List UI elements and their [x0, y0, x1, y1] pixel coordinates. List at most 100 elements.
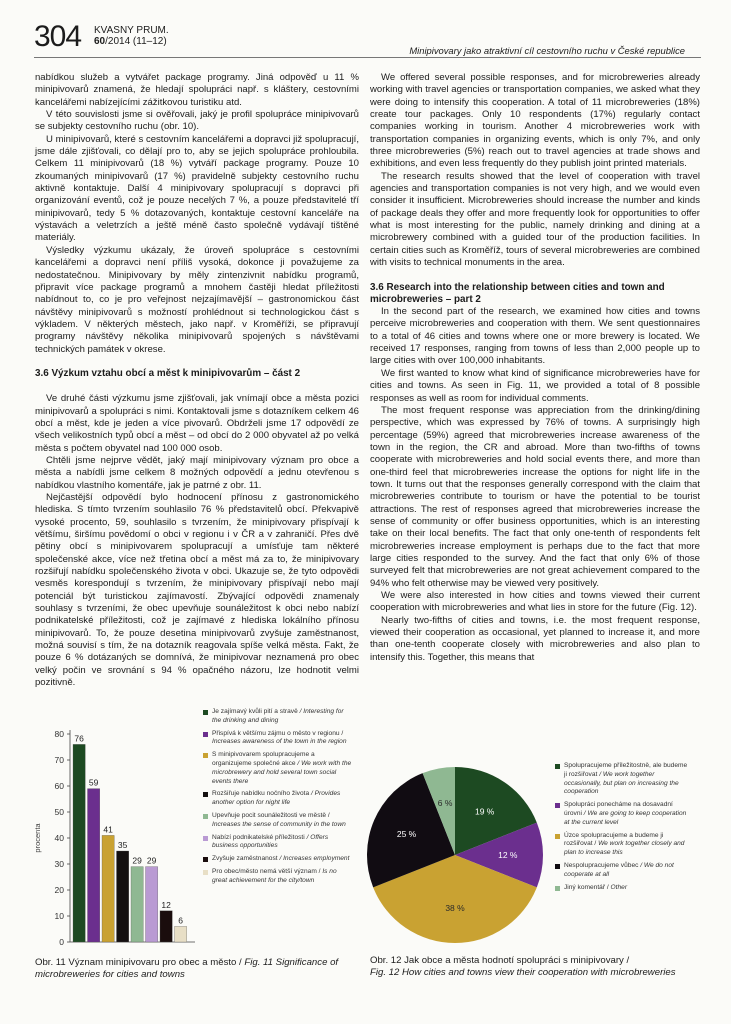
slice-label: 25 % — [397, 829, 417, 839]
legend-label-cz: Pro obec/město nemá větší význam / — [212, 867, 323, 875]
paragraph: Nejčastější odpovědí bylo hodnocení přín… — [35, 491, 359, 689]
slice-label: 12 % — [498, 850, 518, 860]
legend-label-en: Increases the sense of community in the … — [212, 820, 346, 828]
y-axis-label: procenta — [33, 823, 42, 853]
bar — [101, 835, 115, 943]
bar-value-label: 41 — [103, 824, 113, 834]
slice-label: 19 % — [475, 806, 495, 816]
legend-item: Nespolupracujeme vůbec / We do not coope… — [555, 862, 690, 880]
legend-label-en: Other — [610, 883, 628, 891]
journal-volume: 60 — [94, 36, 106, 47]
legend-swatch — [555, 833, 560, 839]
paragraph: The most frequent response was appreciat… — [370, 404, 700, 589]
legend-item: Nabízí podnikatelské příležitosti / Offe… — [203, 834, 353, 852]
legend-label-en: / Increases employment — [279, 855, 350, 863]
slice-label: 38 % — [445, 903, 465, 913]
paragraph: Nearly two-fifths of cities and towns, i… — [370, 614, 700, 663]
paragraph: Výsledky výzkumu ukázaly, že úroveň spol… — [35, 244, 359, 355]
caption-cz: Obr. 11 Význam minipivovaru pro obec a m… — [35, 957, 242, 968]
journal-info: KVASNY PRUM. 60/2014 (11–12) — [94, 25, 169, 47]
legend-item: Spolupracujeme příležitostně, ale budeme… — [555, 762, 690, 797]
bar — [72, 744, 86, 943]
y-tick-label: 40 — [55, 833, 65, 843]
slice-label: 6 % — [438, 798, 453, 808]
legend-item: Zvyšuje zaměstnanost / Increases employm… — [203, 855, 353, 864]
bar — [130, 866, 144, 943]
paragraph: Chtěli jsme nejprve vědět, jaký mají min… — [35, 454, 359, 491]
journal-name: KVASNY PRUM. — [94, 25, 169, 36]
legend-label-cz: Je zajímavý kvůli pití a stravě — [212, 708, 300, 715]
paragraph: We were also interested in how cities an… — [370, 590, 700, 614]
legend-item: S minipivovarem spolupracujeme a organiz… — [203, 751, 353, 786]
right-column: We offered several possible responses, a… — [370, 72, 700, 664]
bar — [159, 910, 173, 943]
y-tick-label: 10 — [55, 911, 65, 921]
bar-chart-legend: Je zajímavý kvůli pití a stravě / Intere… — [203, 708, 353, 890]
legend-label-cz: Nabízí podnikatelské příležitosti — [212, 833, 307, 841]
y-tick-label: 80 — [55, 729, 65, 739]
paragraph: The research results showed that the lev… — [370, 170, 700, 269]
section-heading: 3.6 Výzkum vztahu obcí a měst k minipivo… — [35, 367, 301, 379]
bar-value-label: 12 — [161, 900, 171, 910]
pie-slice — [455, 767, 537, 855]
section-heading: 3.6 Research into the relationship betwe… — [370, 281, 665, 305]
legend-label-en: Increases awareness of the town in the r… — [212, 738, 347, 746]
bar — [116, 850, 129, 943]
bar — [174, 926, 187, 943]
legend-swatch — [555, 863, 560, 869]
figure-12-caption: Obr. 12 Jak obce a města hodnotí spolupr… — [370, 955, 705, 979]
paragraph: We first wanted to know what kind of sig… — [370, 367, 700, 404]
legend-label-cz: Úzce spolupracujeme a budeme ji rozšiřov… — [564, 831, 664, 848]
legend-label-en: We work together closely and plan to inc… — [564, 840, 685, 857]
left-column: nabídkou služeb a vytvářet package progr… — [35, 72, 359, 689]
legend-label-cz: S minipivovarem spolupracujeme a organiz… — [212, 751, 315, 767]
running-title: Minipivovary jako atraktivní cíl cestovn… — [409, 45, 685, 56]
caption-cz: Obr. 12 Jak obce a města hodnotí spolupr… — [370, 955, 630, 966]
figure-11-caption: Obr. 11 Význam minipivovaru pro obec a m… — [35, 957, 365, 981]
paragraph: nabídkou služeb a vytvářet package progr… — [35, 72, 359, 108]
pie-chart: 19 % 12 % 38 % 25 % 6 % — [367, 767, 543, 943]
legend-swatch — [203, 731, 208, 737]
legend-label-cz: Zvyšuje zaměstnanost — [212, 855, 280, 863]
y-tick-label: 70 — [55, 755, 65, 765]
legend-label-cz: Spolupráci ponecháme na dosavadní úrovni — [564, 801, 673, 817]
legend-item: Je zajímavý kvůli pití a stravě / Intere… — [203, 708, 353, 726]
paragraph: We offered several possible responses, a… — [370, 72, 700, 170]
legend-label-en: / We work with the microbrewery and hold… — [212, 759, 352, 785]
legend-label-cz: Nespolupracujeme vůbec — [564, 861, 641, 869]
legend-item: Jiný komentář / Other — [555, 884, 690, 893]
bar-chart: 0 10 20 30 40 50 60 70 80 procenta 76 59 41 35 29 29 12 6 — [33, 729, 195, 947]
legend-label-cz: Přispívá k většímu zájmu o město v regio… — [212, 729, 344, 737]
legend-swatch — [203, 753, 208, 759]
y-tick-label: 60 — [55, 781, 65, 791]
page-number: 304 — [34, 20, 82, 53]
legend-label-en: / Interesting for the drinking and dinin… — [212, 708, 344, 724]
legend-label-cz: Upevňuje pocit sounáležitosti ve městě / — [212, 811, 330, 819]
legend-item: Upevňuje pocit sounáležitosti ve městě /… — [203, 812, 353, 830]
pie-chart-legend: Spolupracujeme příležitostně, ale budeme… — [555, 762, 690, 896]
legend-swatch — [555, 885, 560, 891]
bar — [87, 788, 100, 943]
legend-item: Rozšiřuje nabídku nočního života / Provi… — [203, 790, 353, 808]
legend-label-en: Is no great achievement for the city/tow… — [212, 867, 337, 884]
legend-swatch — [555, 764, 560, 769]
pie-slice — [373, 855, 537, 943]
pie-slice — [422, 767, 455, 855]
bar-value-label: 29 — [147, 856, 157, 866]
legend-label-en: / We work together occasionally, but pla… — [564, 770, 679, 796]
paragraph: V této souvislosti jsme si ověřovali, ja… — [35, 109, 359, 133]
legend-label-en: / Provides another option for night life — [212, 790, 341, 807]
paragraph: Ve druhé části výzkumu jsme zjišťovali, … — [35, 393, 359, 454]
header-rule — [34, 57, 701, 58]
caption-en: Fig. 12 How cities and towns view their … — [370, 967, 676, 978]
legend-label-en: / We are going to keep cooperation at th… — [564, 809, 687, 826]
legend-label-en: / We do not cooperate at all — [564, 861, 674, 878]
caption-en: Fig. 11 Significance of microbreweries f… — [35, 957, 339, 980]
paragraph: In the second part of the research, we e… — [370, 306, 700, 367]
legend-swatch — [203, 792, 208, 798]
legend-swatch — [203, 869, 208, 875]
bar — [145, 866, 158, 943]
legend-label-en: / Offers business opportunities — [212, 833, 329, 850]
legend-swatch — [203, 813, 208, 819]
legend-label-cz: Rozšiřuje nabídku nočního života — [212, 790, 311, 798]
